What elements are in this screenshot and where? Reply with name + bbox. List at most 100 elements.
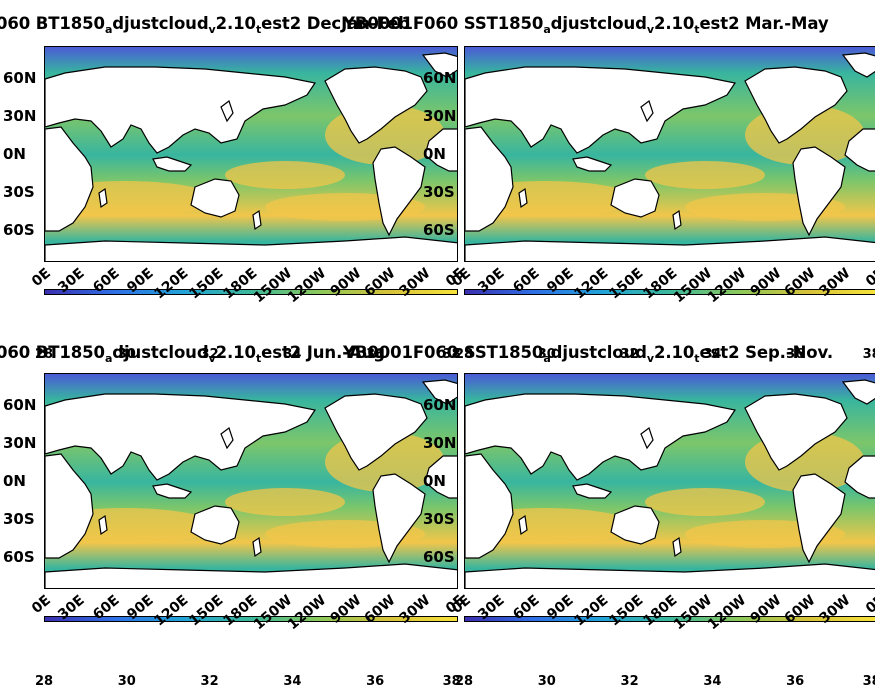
land-africa: [45, 453, 457, 559]
lat-tick-bottom-right-3: 30S: [423, 510, 455, 528]
colorbar-tick-top-right-2: 32: [620, 347, 639, 362]
lat-tick-top-right-4: 60S: [423, 221, 455, 239]
land-namerica: [744, 393, 848, 471]
land-greenland: [421, 379, 457, 405]
colorbar-tick-bottom-left-1: 30: [117, 674, 136, 689]
colorbar-tick-top-right-3: 34: [703, 347, 722, 362]
colorbar-tick-bottom-right-0: 28: [454, 674, 474, 689]
panel-title-top-left: 060 BT1850adjustcloudv2.10test2 DecJan-F…: [0, 14, 410, 36]
lat-tick-top-right-1: 30N: [423, 107, 457, 125]
land-samerica: [792, 146, 846, 237]
lon-tick-top-right-8: 120W: [705, 265, 750, 307]
land-africa: [45, 126, 457, 232]
lat-tick-top-left-4: 60S: [3, 221, 35, 239]
colorbar-tick-bottom-right-5: 38: [862, 674, 875, 689]
lon-tick-top-left-8: 120W: [285, 265, 330, 307]
land-japan: [220, 100, 234, 123]
land-antarctica: [45, 563, 457, 588]
warm-region-1: [225, 161, 345, 189]
lat-tick-bottom-right-1: 30N: [423, 434, 457, 452]
colorbar-tick-bottom-right-4: 36: [786, 674, 805, 689]
lon-tick-top-right-7: 150W: [670, 265, 716, 307]
land-greenland: [841, 379, 875, 405]
land-australia: [610, 505, 660, 545]
land-antarctica: [465, 236, 875, 261]
lon-tick-bottom-right-12: 0E: [862, 592, 875, 617]
land-eurasia: [465, 66, 736, 154]
colorbar-top-left: [44, 289, 458, 295]
map-mam: [464, 46, 875, 262]
warm-region-1: [225, 488, 345, 516]
lat-tick-top-left-2: 0N: [3, 145, 26, 163]
lat-tick-top-left-0: 60N: [3, 69, 37, 87]
lat-tick-bottom-left-0: 60N: [3, 396, 37, 414]
lat-tick-top-right-3: 30S: [423, 183, 455, 201]
land-nz: [252, 536, 262, 558]
panel-title-bottom-left: 060 BT1850adjustcloudv2.10test2 Jun.-Aug: [0, 343, 386, 365]
lon-tick-bottom-left-5: 150E: [186, 592, 227, 630]
colorbar-tick-top-left-2: 32: [200, 347, 219, 362]
lat-tick-top-right-0: 60N: [423, 69, 457, 87]
land-namerica: [324, 66, 428, 144]
colorbar-tick-top-right-0: 28: [454, 347, 474, 362]
land-indonesia: [152, 156, 193, 172]
lon-tick-bottom-left-4: 120E: [151, 592, 192, 630]
colorbar-bottom-right: [464, 616, 875, 622]
land-antarctica: [465, 563, 875, 588]
lon-tick-top-left-0: 0E: [28, 265, 54, 290]
lon-tick-top-left-5: 150E: [186, 265, 227, 303]
land-madagascar: [98, 187, 108, 209]
land-madagascar: [518, 514, 528, 536]
lon-tick-top-right-5: 150E: [606, 265, 647, 303]
land-greenland: [421, 52, 457, 78]
panel-title-bottom-right: YB0001F060 SST1850adjustcloudv2.10test2 …: [343, 343, 834, 365]
land-indonesia: [152, 483, 193, 499]
lon-tick-bottom-left-8: 120W: [285, 592, 330, 634]
lat-tick-top-left-1: 30N: [3, 107, 37, 125]
land-nz: [672, 536, 682, 558]
land-namerica: [744, 66, 848, 144]
colorbar-tick-bottom-right-3: 34: [703, 674, 722, 689]
colorbar-tick-top-right-1: 30: [537, 347, 556, 362]
land-samerica: [372, 473, 426, 564]
colorbar-top-right: [464, 289, 875, 295]
lon-tick-top-left-7: 150W: [250, 265, 296, 307]
land-samerica: [372, 146, 426, 237]
colorbar-tick-top-left-0: 28: [34, 347, 54, 362]
lon-tick-top-left-4: 120E: [151, 265, 192, 303]
colorbar-tick-bottom-left-4: 36: [366, 674, 385, 689]
land-japan: [220, 427, 234, 450]
land-nz: [672, 209, 682, 231]
warm-region-1: [645, 488, 765, 516]
land-japan: [640, 427, 654, 450]
land-japan: [640, 100, 654, 123]
colorbar-tick-top-right-5: 38: [862, 347, 875, 362]
land-greenland: [841, 52, 875, 78]
map-son: [464, 373, 875, 589]
colorbar-tick-top-right-4: 36: [786, 347, 805, 362]
colorbar-tick-bottom-left-2: 32: [200, 674, 219, 689]
map-djf: [44, 46, 458, 262]
land-madagascar: [518, 187, 528, 209]
land-africa: [465, 453, 875, 559]
colorbar-tick-bottom-right-1: 30: [537, 674, 556, 689]
land-australia: [190, 178, 240, 218]
lat-tick-bottom-left-2: 0N: [3, 472, 26, 490]
colorbar-tick-top-left-5: 38: [442, 347, 461, 362]
lon-tick-bottom-right-4: 120E: [571, 592, 612, 630]
land-namerica: [324, 393, 428, 471]
land-indonesia: [572, 483, 613, 499]
land-eurasia: [45, 393, 316, 481]
land-eurasia: [45, 66, 316, 154]
colorbar-tick-bottom-left-3: 34: [283, 674, 302, 689]
lat-tick-bottom-right-2: 0N: [423, 472, 446, 490]
land-australia: [190, 505, 240, 545]
lat-tick-top-left-3: 30S: [3, 183, 35, 201]
lat-tick-bottom-left-4: 60S: [3, 548, 35, 566]
colorbar-tick-bottom-right-2: 32: [620, 674, 639, 689]
lat-tick-top-right-2: 0N: [423, 145, 446, 163]
warm-region-1: [645, 161, 765, 189]
colorbar-tick-top-left-4: 36: [366, 347, 385, 362]
lat-tick-bottom-right-4: 60S: [423, 548, 455, 566]
panel-title-top-right: YB0001F060 SST1850adjustcloudv2.10test2 …: [343, 14, 829, 36]
